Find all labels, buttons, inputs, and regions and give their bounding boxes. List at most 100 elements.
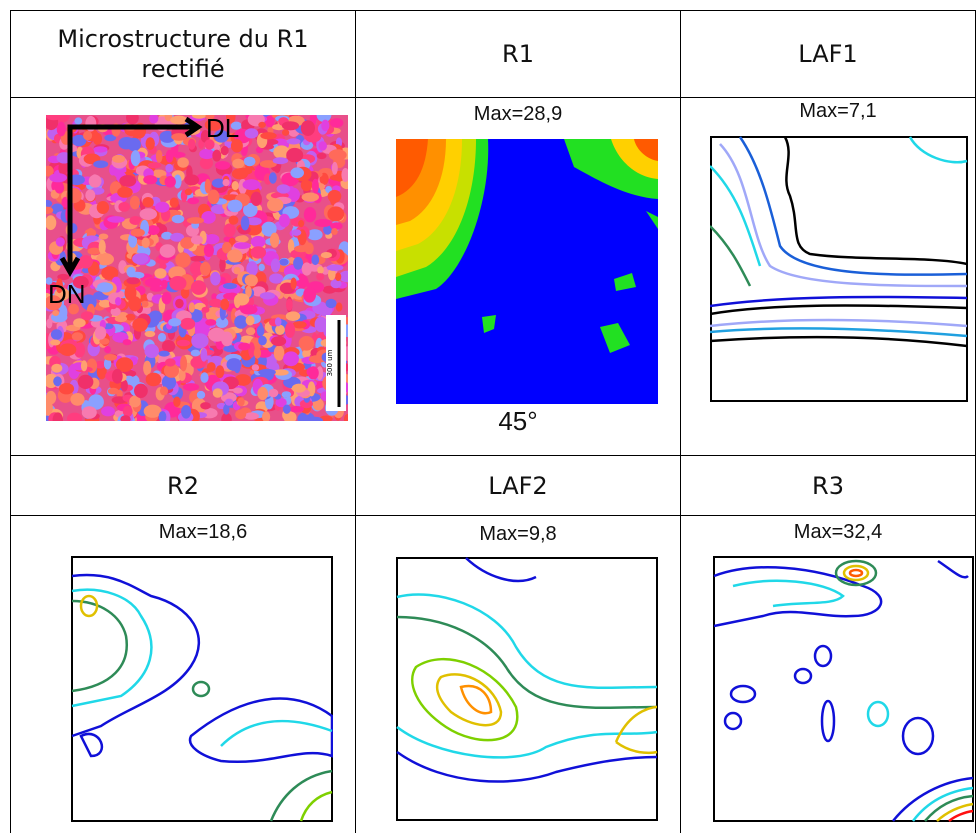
grain [215, 317, 229, 328]
grain [129, 195, 140, 210]
grain [184, 174, 200, 186]
grain [143, 404, 162, 418]
grain [213, 130, 229, 143]
max-label: Max=9,8 [479, 523, 557, 545]
grain [260, 132, 277, 140]
grain [212, 149, 222, 162]
grain [235, 409, 247, 420]
grain [230, 139, 243, 153]
grain [228, 215, 239, 225]
grain [101, 266, 119, 280]
grain [143, 360, 152, 376]
border [680, 10, 681, 833]
contour [948, 809, 974, 822]
border [10, 455, 976, 456]
grain [161, 291, 172, 305]
grain [149, 285, 164, 292]
grain [327, 206, 345, 222]
grain [143, 175, 158, 185]
grain [325, 298, 337, 309]
grain [173, 174, 182, 189]
contour [719, 143, 968, 288]
grain [175, 252, 191, 268]
contour [937, 559, 969, 579]
grain [284, 322, 296, 338]
contour [713, 566, 883, 628]
contour [600, 323, 630, 353]
scale-box [326, 315, 346, 411]
grain [289, 406, 304, 413]
scale-label: 300 um [326, 349, 334, 376]
contour [646, 211, 658, 229]
contour [396, 750, 658, 783]
contour [908, 136, 968, 164]
grain [219, 257, 226, 273]
border [10, 97, 976, 98]
border [355, 10, 356, 833]
contour [793, 667, 813, 685]
grain [259, 160, 277, 168]
grain [205, 319, 217, 326]
grain [188, 302, 195, 313]
contour [465, 557, 537, 583]
grain [287, 239, 295, 254]
grain [275, 397, 287, 408]
grain [93, 146, 108, 153]
grain [51, 363, 63, 373]
plot-frame [710, 136, 968, 402]
grain [180, 317, 196, 330]
grain [144, 277, 163, 288]
grain [93, 160, 109, 168]
grain [321, 119, 330, 132]
grain [264, 115, 275, 128]
contour [396, 726, 658, 759]
grain [200, 261, 211, 276]
axis-label: DN [48, 279, 86, 309]
grain [268, 388, 279, 398]
grain [221, 331, 233, 347]
grain [234, 315, 248, 329]
grain [307, 229, 323, 241]
grain [178, 369, 186, 381]
grain [196, 390, 206, 399]
grain [71, 134, 87, 147]
grain [206, 362, 216, 372]
grain [80, 360, 88, 372]
grain [107, 387, 119, 395]
grain [84, 235, 99, 242]
grain [200, 402, 211, 410]
contour [269, 769, 333, 822]
grain [176, 339, 191, 347]
grain [244, 412, 259, 420]
grain [258, 335, 267, 346]
grain [94, 361, 106, 369]
grain [126, 277, 140, 285]
grain [262, 411, 271, 421]
grain [157, 332, 167, 342]
grain [300, 120, 315, 136]
grain [272, 157, 289, 165]
grain [234, 293, 250, 306]
grain [292, 321, 307, 329]
grain [244, 128, 259, 139]
border [975, 10, 976, 833]
grain [73, 342, 86, 358]
grain [126, 115, 139, 125]
grain [99, 338, 110, 345]
header-cell: R3 [812, 471, 844, 500]
grain [144, 330, 156, 338]
angle-label: 45° [498, 406, 538, 436]
grain [173, 396, 181, 408]
grain [104, 134, 117, 142]
grain [250, 235, 266, 248]
grain [73, 318, 86, 328]
grain [155, 149, 163, 163]
grain [273, 145, 290, 159]
grain [269, 273, 284, 284]
grain [279, 258, 289, 266]
microstructure-image: 300 um DL DN [46, 115, 348, 421]
grain [303, 287, 316, 303]
contour [482, 315, 496, 333]
grain [290, 277, 297, 290]
grain [311, 254, 320, 266]
